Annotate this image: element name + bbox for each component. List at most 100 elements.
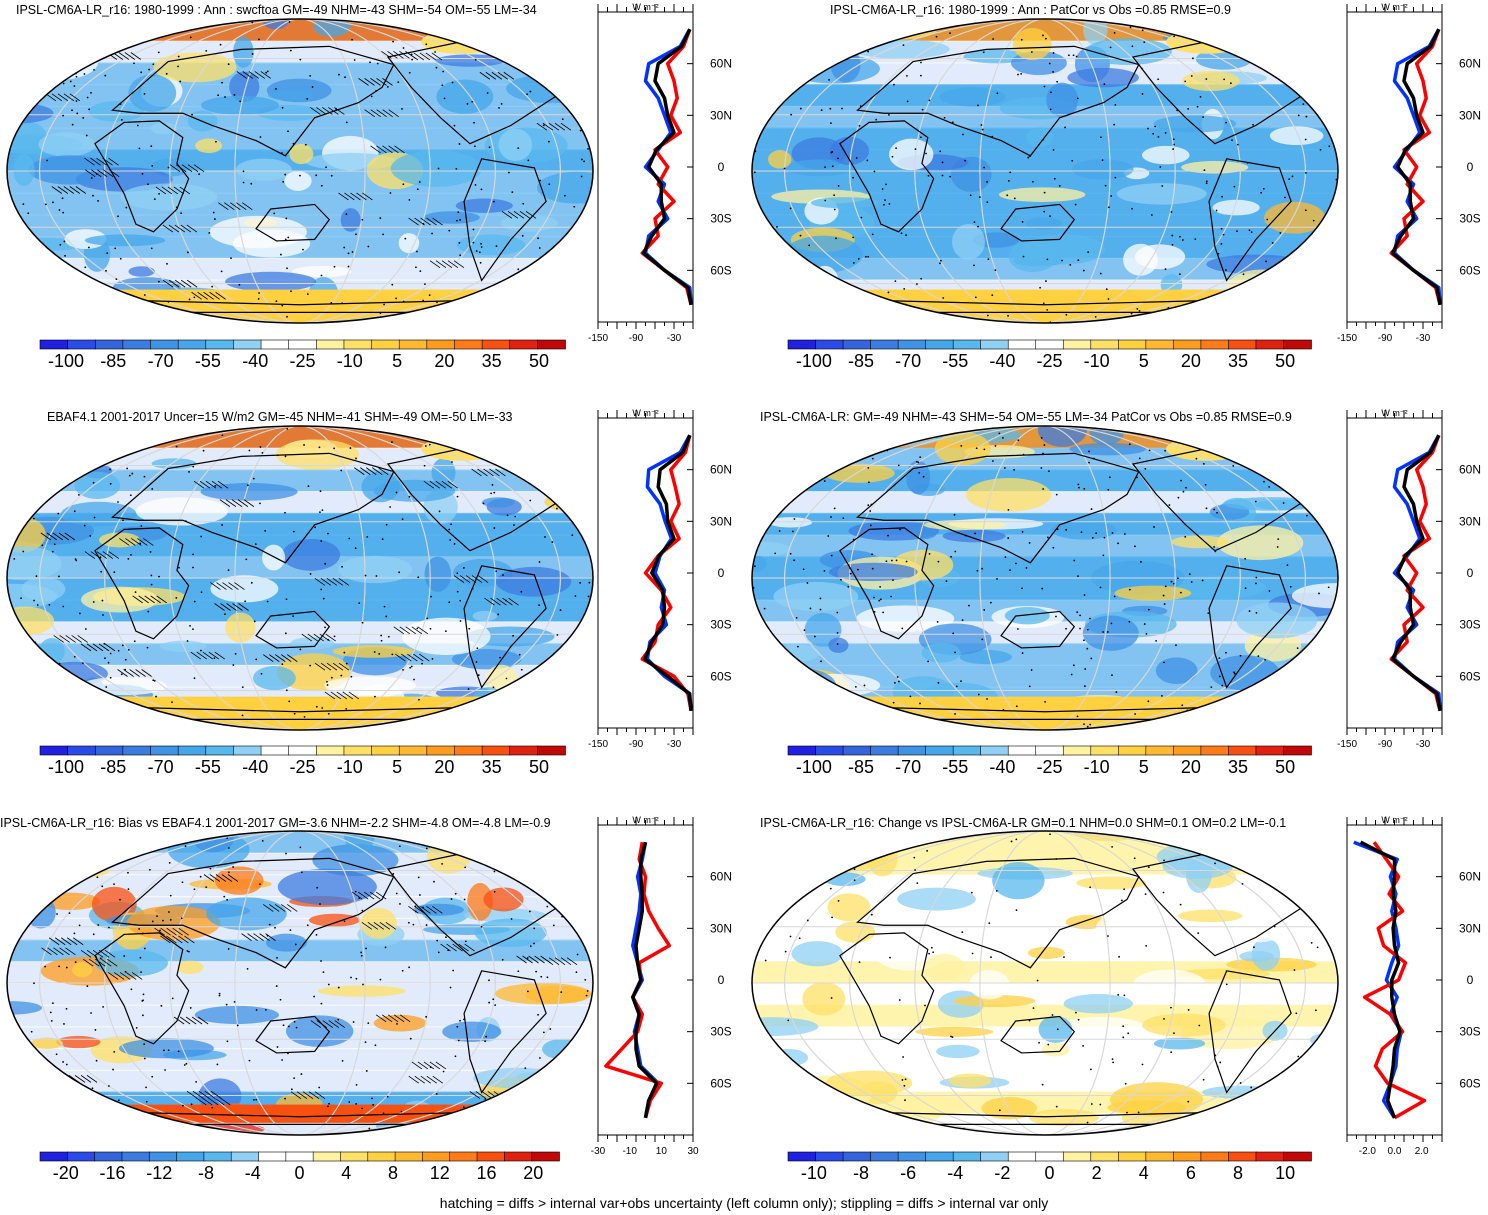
- colorbar-tick-label: -40: [242, 351, 268, 371]
- colorbar-tick-label: -55: [942, 351, 968, 371]
- panel-title: EBAF4.1 2001-2017 Uncer=15 W/m2 GM=-45 N…: [47, 410, 513, 424]
- colorbar-swatch: [205, 745, 235, 756]
- colorbar-tick-label: 20: [1181, 351, 1201, 371]
- colorbar-swatch: [1090, 745, 1120, 756]
- colorbar-tick-label: 50: [1275, 351, 1295, 371]
- colorbar-tick-label: -70: [895, 757, 921, 777]
- colorbar-swatch: [925, 745, 954, 756]
- colorbar-swatch: [288, 745, 318, 756]
- colorbar-swatch: [39, 339, 69, 350]
- zonal-series-black: [643, 434, 693, 711]
- map-outline: [751, 425, 1339, 731]
- map-field: [7, 19, 593, 323]
- lat-tick-label: 0: [718, 973, 725, 987]
- colorbar-swatch: [925, 1151, 954, 1162]
- colorbar-tick-label: -70: [148, 757, 174, 777]
- zonal-x-tick-label: -30: [1416, 333, 1431, 344]
- colorbar-swatch: [340, 1151, 369, 1162]
- colorbar-swatch: [1007, 339, 1037, 350]
- lat-tick-label: 30N: [710, 514, 732, 528]
- panel-title: IPSL-CM6A-LR_r16: Change vs IPSL-CM6A-LR…: [760, 816, 1287, 830]
- colorbar-swatch: [316, 339, 345, 350]
- colorbar-swatch: [394, 1151, 424, 1162]
- colorbar-swatch: [398, 745, 428, 756]
- colorbar-swatch: [1035, 745, 1065, 756]
- colorbar-swatch: [1173, 745, 1202, 756]
- colorbar-swatch: [94, 339, 124, 350]
- colorbar-swatch: [1283, 1151, 1312, 1162]
- colorbar-tick-label: 50: [1275, 757, 1295, 777]
- colorbar-swatch: [67, 339, 97, 350]
- colorbar-tick-label: 50: [529, 757, 549, 777]
- colorbar-swatch: [1007, 1151, 1037, 1162]
- colorbar-swatch: [122, 339, 152, 350]
- lat-tick-label: 60N: [1459, 463, 1481, 477]
- colorbar-swatch: [449, 1151, 478, 1162]
- colorbar-tick-label: -70: [895, 351, 921, 371]
- panel-4: -100 -85 -70 -55 -40 -25 -10 5 20 35 50W m⁻²60N30N…: [751, 408, 1481, 777]
- colorbar-swatch: [1200, 339, 1230, 350]
- colorbar-swatch: [150, 745, 179, 756]
- lat-tick-label: 30S: [1459, 1025, 1480, 1039]
- lat-tick-label: 60S: [1459, 669, 1480, 683]
- colorbar-swatch: [367, 1151, 396, 1162]
- colorbar-swatch: [815, 745, 844, 756]
- colorbar-tick-label: 20: [523, 1163, 543, 1183]
- colorbar-swatch: [787, 745, 817, 756]
- colorbar-tick-label: 8: [388, 1163, 398, 1183]
- colorbar-swatch: [815, 1151, 844, 1162]
- colorbar-tick-label: -8: [198, 1163, 214, 1183]
- colorbar-tick-label: 0: [1044, 1163, 1054, 1183]
- colorbar-swatch: [870, 745, 899, 756]
- colorbar-swatch: [1145, 745, 1175, 756]
- colorbar-tick-label: -6: [900, 1163, 916, 1183]
- colorbar-tick-label: 2: [1092, 1163, 1102, 1183]
- colorbar-tick-label: 0: [294, 1163, 304, 1183]
- colorbar-swatch: [1118, 1151, 1147, 1162]
- zonal-x-tick-label: -30: [1416, 739, 1431, 750]
- panel-2: -100 -85 -70 -55 -40 -25 -10 5 20 35 50W m⁻²60N30N…: [751, 2, 1481, 371]
- colorbar-swatch: [509, 745, 539, 756]
- colorbar-swatch: [150, 339, 179, 350]
- colorbar-tick-label: -100: [48, 757, 84, 777]
- colorbar-tick-label: -40: [989, 757, 1015, 777]
- colorbar-tick-label: -16: [99, 1163, 125, 1183]
- colorbar-tick-label: 5: [1139, 757, 1149, 777]
- panel-6: -10 -8 -6 -4 -2 0 2 4 6 8 10W m⁻²60N30N030S60S-2.0…: [751, 815, 1481, 1183]
- colorbar-swatch: [176, 1151, 205, 1162]
- lat-tick-label: 30S: [710, 618, 731, 632]
- colorbar-tick-label: -85: [848, 757, 874, 777]
- colorbar-tick-label: -4: [947, 1163, 963, 1183]
- colorbar-swatch: [481, 745, 511, 756]
- lat-tick-label: 60N: [1459, 57, 1481, 71]
- colorbar-swatch: [422, 1151, 451, 1162]
- colorbar-tick-label: -85: [848, 351, 874, 371]
- lat-tick-label: 60N: [710, 57, 732, 71]
- colorbar-swatch: [481, 339, 511, 350]
- colorbar-tick-label: -4: [245, 1163, 261, 1183]
- colorbar-swatch: [1255, 745, 1285, 756]
- map-field: [752, 19, 1338, 323]
- colorbar-swatch: [67, 1151, 96, 1162]
- zonal-x-tick-label: -150: [588, 333, 608, 344]
- colorbar-swatch: [1228, 1151, 1257, 1162]
- colorbar-tick-label: -10: [801, 1163, 827, 1183]
- lat-tick-label: 0: [718, 566, 725, 580]
- colorbar-tick-label: -55: [942, 757, 968, 777]
- colorbar-swatch: [1145, 1151, 1175, 1162]
- zonal-x-tick-label: -10: [622, 1146, 637, 1157]
- colorbar-swatch: [121, 1151, 151, 1162]
- lat-tick-label: 30N: [710, 921, 732, 935]
- colorbar-swatch: [1090, 1151, 1120, 1162]
- zonal-x-tick-label: -30: [591, 1146, 606, 1157]
- panel-5: -20 -16 -12 -8 -4 0 4 8 12 16 20W m⁻²60N30N030S60S…: [6, 815, 732, 1183]
- colorbar-tick-label: 8: [1233, 1163, 1243, 1183]
- colorbar-tick-label: -100: [796, 351, 832, 371]
- colorbar-swatch: [1145, 339, 1175, 350]
- colorbar-swatch: [371, 745, 401, 756]
- zonal-x-tick-label: -2.0: [1359, 1146, 1377, 1157]
